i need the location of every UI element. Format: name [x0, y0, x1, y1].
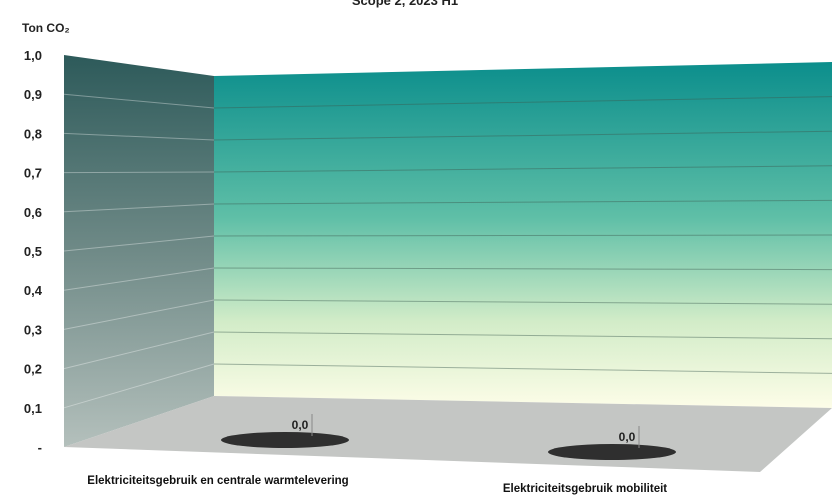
gridline-side [63, 93, 215, 109]
y-tick-label: 0,9 [24, 87, 42, 102]
gridline [213, 331, 832, 340]
y-tick-label: 0,8 [24, 126, 42, 141]
y-tick-label: 0,3 [24, 322, 42, 337]
gridlines [63, 93, 832, 409]
gridline-side [63, 171, 215, 174]
bar [221, 432, 349, 448]
gridline [213, 199, 832, 205]
gridline-side [63, 363, 215, 409]
y-tick-label: 0,4 [24, 283, 43, 298]
gridline [213, 130, 832, 141]
gridline-side [63, 299, 215, 330]
side-wall [64, 55, 214, 447]
gridline [213, 165, 832, 173]
data-label: 0,0 [619, 430, 636, 444]
gridline-side [63, 331, 215, 370]
gridline-side [63, 235, 215, 252]
y-tick-label: 0,2 [24, 362, 42, 377]
category-label: Elektriciteitsgebruik mobiliteit [503, 483, 667, 495]
category-label: Elektriciteitsgebruik en centrale warmte… [87, 475, 348, 487]
gridline-side [63, 203, 215, 213]
bar [548, 444, 676, 460]
back-wall [214, 62, 832, 408]
y-tick-label: 1,0 [24, 48, 42, 63]
y-tick-label: 0,1 [24, 401, 42, 416]
gridline [213, 267, 832, 271]
data-label: 0,0 [292, 418, 309, 432]
y-tick-label: - [38, 440, 42, 455]
chart-title: Scope 2, 2023 H1 [352, 0, 458, 8]
gridline [213, 299, 832, 305]
y-tick-label: 0,6 [24, 205, 42, 220]
data-labels: 0,0 0,0 [292, 414, 640, 448]
y-axis-label: Ton CO₂ [22, 21, 70, 35]
gridline-side [63, 132, 215, 141]
category-labels: Elektriciteitsgebruik en centrale warmte… [87, 475, 667, 495]
gridline-side [63, 267, 215, 291]
gridline [213, 234, 832, 237]
gridline [213, 363, 832, 374]
y-tick-label: 0,7 [24, 166, 42, 181]
y-axis-ticks: - 0,1 0,2 0,3 0,4 0,5 0,6 0,7 0,8 0,9 1,0 [24, 48, 43, 455]
y-tick-label: 0,5 [24, 244, 42, 259]
bars [221, 432, 676, 460]
gridline [213, 96, 832, 109]
